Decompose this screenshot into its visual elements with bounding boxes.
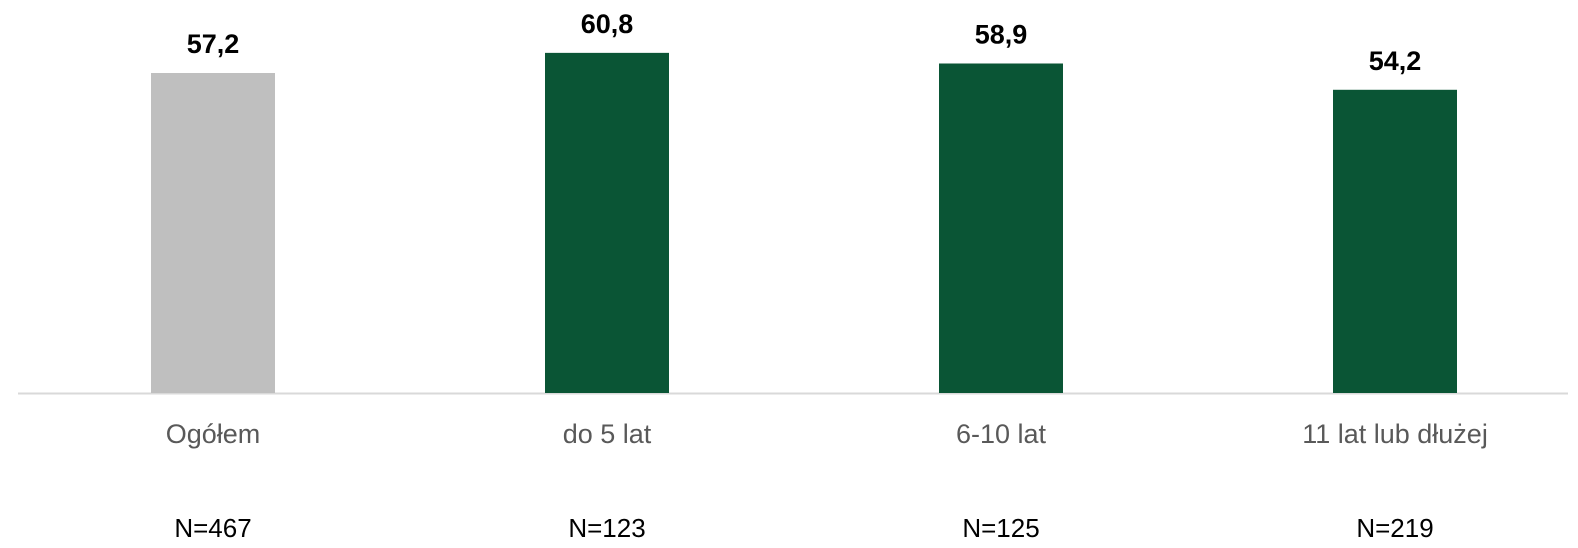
value-label: 54,2 [1369, 46, 1422, 76]
sample-size: N=219 [1356, 513, 1433, 543]
x-tick-label: 6-10 lat [956, 419, 1047, 449]
x-tick-label: Ogółem [166, 419, 261, 449]
x-tick-label: do 5 lat [563, 419, 652, 449]
sample-size: N=125 [962, 513, 1039, 543]
bar [545, 52, 669, 393]
bar [939, 63, 1063, 393]
bar [1333, 89, 1457, 394]
x-tick-label: 11 lat lub dłużej [1302, 419, 1488, 449]
sample-size: N=467 [174, 513, 251, 543]
value-label: 57,2 [187, 29, 240, 59]
value-label: 58,9 [975, 20, 1028, 50]
bar [151, 73, 275, 393]
sample-size: N=123 [568, 513, 645, 543]
value-label: 60,8 [581, 9, 634, 39]
